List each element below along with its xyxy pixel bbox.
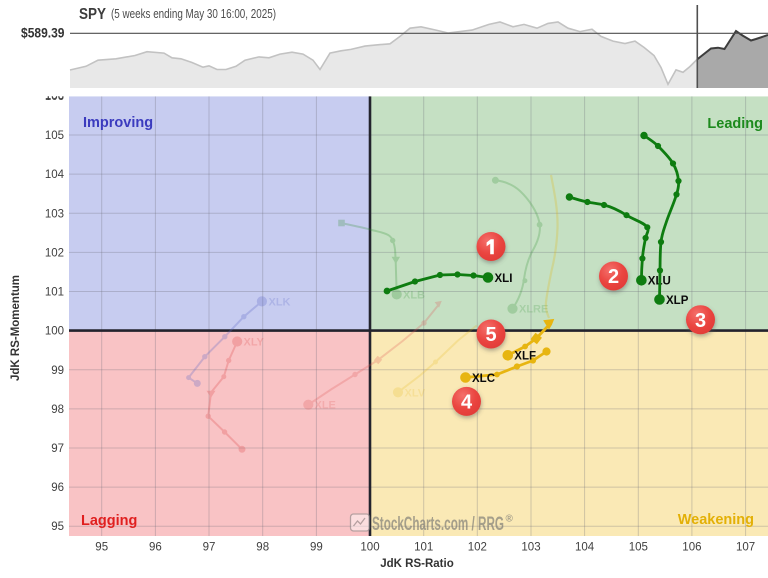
svg-text:99: 99 — [51, 365, 64, 377]
svg-text:98: 98 — [51, 404, 64, 416]
svg-text:96: 96 — [51, 482, 64, 494]
svg-text:5: 5 — [485, 324, 496, 346]
svg-text:102: 102 — [45, 247, 64, 259]
svg-text:101: 101 — [414, 542, 433, 554]
svg-text:100: 100 — [360, 542, 379, 554]
svg-text:105: 105 — [45, 130, 64, 142]
svg-text:3: 3 — [695, 310, 706, 332]
svg-text:107: 107 — [736, 542, 755, 554]
svg-text:XLB: XLB — [403, 289, 425, 301]
svg-text:Lagging: Lagging — [81, 513, 137, 529]
svg-text:97: 97 — [203, 542, 216, 554]
svg-text:XLRE: XLRE — [519, 304, 548, 316]
svg-text:JdK RS-Ratio: JdK RS-Ratio — [380, 558, 453, 570]
svg-text:99: 99 — [310, 542, 323, 554]
svg-text:SPY: SPY — [79, 6, 107, 23]
svg-text:(5 weeks ending May 30 16:00,: (5 weeks ending May 30 16:00, 2025) — [111, 7, 276, 21]
svg-text:103: 103 — [521, 542, 540, 554]
svg-text:XLK: XLK — [269, 297, 291, 309]
svg-text:Leading: Leading — [707, 116, 763, 132]
svg-text:100: 100 — [45, 326, 64, 338]
svg-text:95: 95 — [95, 542, 108, 554]
svg-text:106: 106 — [682, 542, 701, 554]
svg-text:XLY: XLY — [244, 337, 265, 349]
svg-text:Weakening: Weakening — [678, 512, 754, 528]
svg-text:4: 4 — [461, 392, 473, 414]
svg-text:XLC: XLC — [472, 373, 495, 385]
svg-text:96: 96 — [149, 542, 162, 554]
svg-text:Improving: Improving — [83, 115, 153, 131]
svg-text:104: 104 — [45, 169, 65, 181]
svg-text:®: ® — [506, 514, 514, 525]
svg-text:$589.39: $589.39 — [21, 26, 65, 41]
svg-text:JdK RS-Momentum: JdK RS-Momentum — [10, 275, 22, 381]
svg-text:106: 106 — [45, 91, 64, 103]
svg-text:103: 103 — [45, 208, 64, 220]
svg-text:95: 95 — [51, 521, 64, 533]
svg-text:102: 102 — [468, 542, 487, 554]
svg-text:104: 104 — [575, 542, 595, 554]
svg-text:XLE: XLE — [315, 400, 336, 412]
svg-text:XLP: XLP — [666, 295, 689, 307]
svg-text:101: 101 — [45, 287, 64, 299]
svg-text:XLV: XLV — [405, 387, 426, 399]
svg-text:XLI: XLI — [495, 273, 513, 285]
svg-text:2: 2 — [608, 266, 619, 288]
svg-text:97: 97 — [51, 443, 64, 455]
svg-text:105: 105 — [629, 542, 648, 554]
svg-text:XLF: XLF — [514, 351, 536, 363]
svg-text:StockCharts.com / RRG: StockCharts.com / RRG — [372, 514, 504, 535]
svg-text:98: 98 — [256, 542, 269, 554]
